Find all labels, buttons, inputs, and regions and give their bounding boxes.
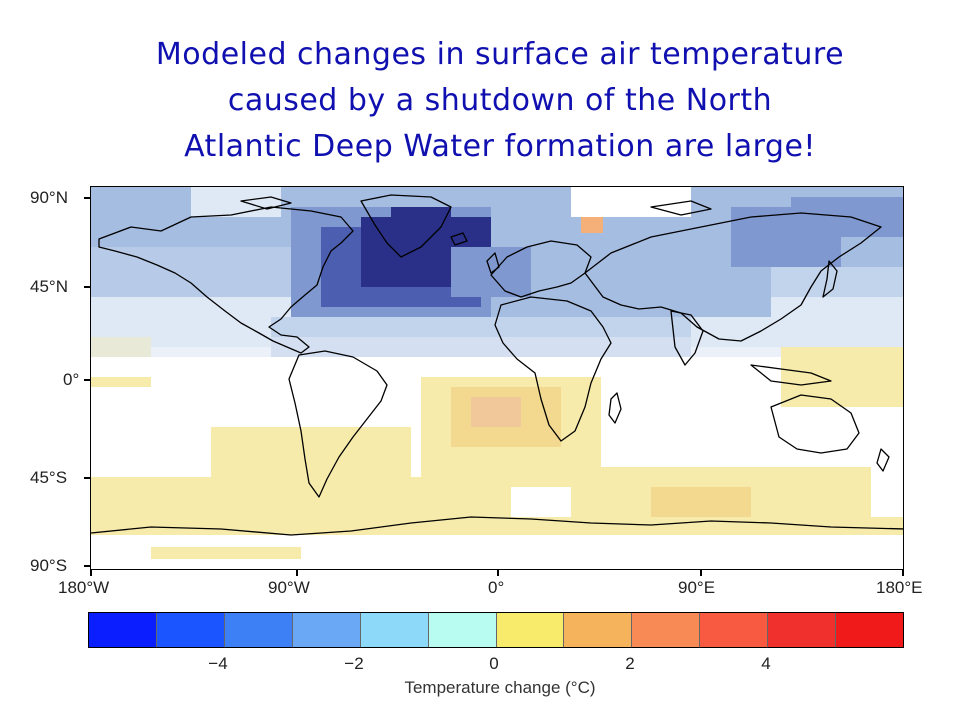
lat-label-equator: 0° — [63, 370, 80, 389]
lat-tick — [84, 286, 90, 288]
colorbar-tick-label: 0 — [489, 654, 499, 673]
lon-label-90w: 90°W — [268, 578, 310, 597]
lon-label-180w: 180°W — [58, 578, 110, 597]
lat-tick — [84, 379, 90, 381]
colorbar-title: Temperature change (°C) — [404, 678, 596, 697]
colorbar-segment — [700, 613, 769, 647]
lat-label-45n: 45°N — [30, 277, 68, 296]
lat-label-90s: 90°S — [30, 556, 68, 575]
lat-tick — [84, 477, 90, 479]
warming-field — [91, 347, 903, 569]
lat-tick — [84, 197, 90, 199]
lon-label-90e: 90°E — [678, 578, 716, 597]
colorbar-segment — [768, 613, 837, 647]
lon-tick — [902, 570, 904, 576]
colorbar-tick-label: −2 — [344, 654, 364, 673]
coastlines — [91, 194, 903, 536]
colorbar-segment — [360, 613, 429, 647]
colorbar-tick-label: 2 — [625, 654, 635, 673]
lat-tick — [84, 565, 90, 567]
lon-label-0: 0° — [488, 578, 505, 597]
colorbar-segment — [632, 613, 701, 647]
colorbar-segment — [564, 613, 633, 647]
colorbar-segment — [836, 613, 904, 647]
colorbar-segment — [156, 613, 225, 647]
lon-tick — [700, 570, 702, 576]
colorbar-segment — [89, 613, 157, 647]
lon-label-180e: 180°E — [876, 578, 923, 597]
lon-tick — [296, 570, 298, 576]
colorbar-tick-label: −4 — [208, 654, 228, 673]
title-line-1: Modeled changes in surface air temperatu… — [155, 37, 845, 72]
lat-label-45s: 45°S — [30, 468, 68, 487]
lat-label-90n: 90°N — [30, 188, 68, 207]
colorbar-segment — [224, 613, 293, 647]
colorbar-tick-label: 4 — [761, 654, 771, 673]
slide-title: Modeled changes in surface air temperatu… — [60, 32, 940, 170]
lon-tick — [90, 570, 92, 576]
title-line-3: Atlantic Deep Water formation are large! — [184, 129, 816, 164]
color-scale-bar — [88, 612, 904, 648]
colorbar-segment — [292, 613, 361, 647]
title-line-2: caused by a shutdown of the North — [227, 83, 773, 118]
lon-tick — [497, 570, 499, 576]
colorbar-segment — [428, 613, 497, 647]
temperature-change-map — [90, 186, 904, 570]
colorbar-segment — [496, 613, 565, 647]
map-canvas — [91, 187, 903, 569]
